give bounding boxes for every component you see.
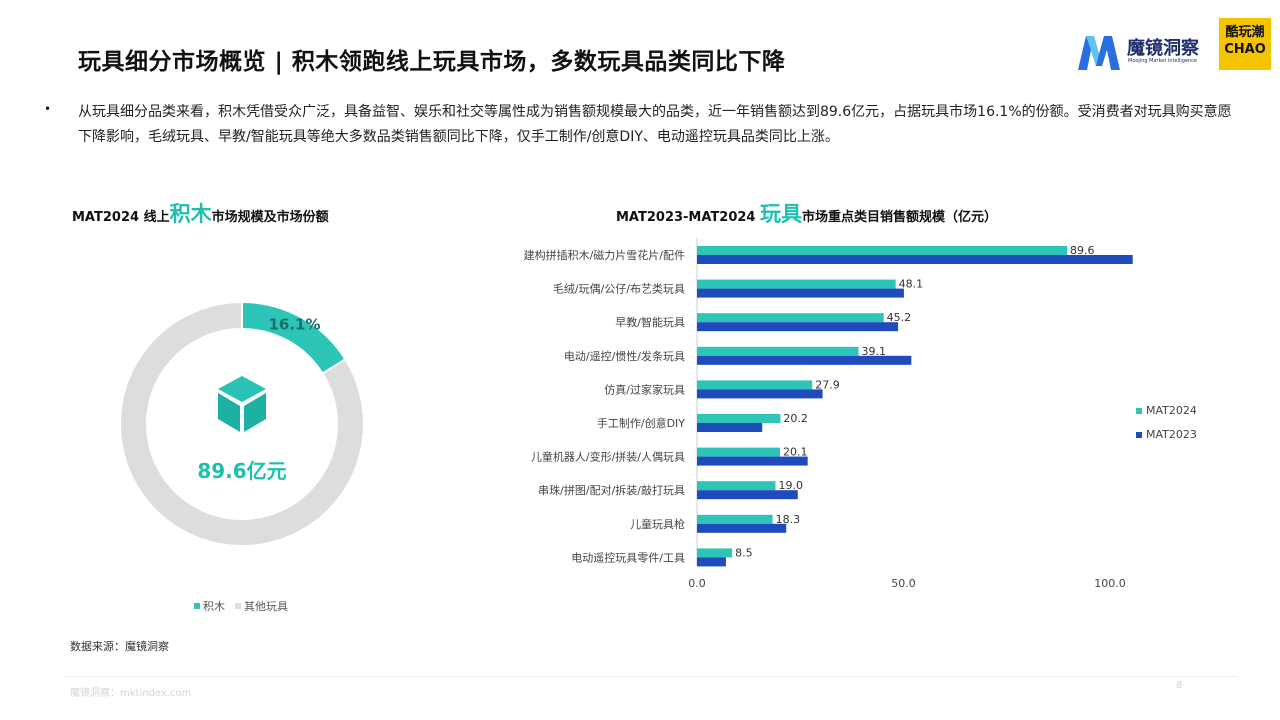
donut-legend-label: 积木 bbox=[203, 600, 225, 613]
footer-divider bbox=[64, 676, 1238, 677]
data-source-note: 数据来源：魔镜洞察 bbox=[70, 640, 169, 653]
donut-title-highlight: 积木 bbox=[169, 202, 212, 226]
bar-mat2023 bbox=[697, 355, 912, 365]
bar-mat2023 bbox=[697, 557, 726, 567]
footer-site: 魔镜洞察：mktindex.com bbox=[70, 688, 192, 699]
bar-mat2024 bbox=[697, 447, 781, 457]
bar-mat2023 bbox=[697, 490, 798, 500]
bar-data-label: 39.1 bbox=[861, 345, 886, 358]
partner-logo-bottom: CHAO bbox=[1224, 42, 1266, 57]
bar-data-label: 20.1 bbox=[783, 446, 808, 459]
bar-category-label: 电动/遥控/惯性/发条玩具 bbox=[564, 349, 685, 363]
partner-logo-top: 酷玩潮 bbox=[1225, 25, 1265, 40]
bar-mat2024 bbox=[697, 548, 733, 558]
bar-mat2024 bbox=[697, 514, 773, 524]
donut-title-suffix: 市场规模及市场份额 bbox=[211, 210, 329, 225]
bar-mat2023 bbox=[697, 255, 1133, 264]
brand-subtitle: Moojing Market Intelligence bbox=[1128, 58, 1198, 64]
bar-title-suffix: 市场重点类目销售额规模（亿元） bbox=[802, 210, 998, 225]
donut-slice-other-toys bbox=[119, 300, 365, 547]
bar-chart-title: MAT2023-MAT2024 玩具市场重点类目销售额规模（亿元） bbox=[616, 198, 997, 228]
bar-mat2024 bbox=[697, 313, 884, 323]
x-tick-label: 100.0 bbox=[1094, 577, 1126, 590]
x-tick-label: 0.0 bbox=[688, 577, 706, 590]
bar-mat2023 bbox=[697, 523, 787, 533]
bar-mat2024 bbox=[697, 481, 776, 491]
donut-center-value: 89.6亿元 bbox=[197, 459, 286, 483]
x-tick-label: 50.0 bbox=[891, 577, 916, 590]
cube-right-face bbox=[244, 393, 266, 432]
bar-data-label: 8.5 bbox=[735, 546, 753, 559]
donut-legend-swatch bbox=[235, 603, 241, 609]
bar-data-label: 19.0 bbox=[778, 479, 803, 492]
bar-category-label: 手工制作/创意DIY bbox=[597, 416, 685, 430]
brand-name: 魔镜洞察 bbox=[1127, 38, 1199, 59]
bar-mat2024 bbox=[697, 279, 896, 289]
bar-mat2023 bbox=[697, 423, 763, 432]
donut-legend-label: 其他玩具 bbox=[244, 600, 288, 613]
bar-category-label: 儿童玩具枪 bbox=[630, 517, 685, 531]
bullet-marker: • bbox=[44, 102, 52, 116]
donut-legend-swatch bbox=[194, 603, 200, 609]
page-number: 8 bbox=[1176, 680, 1183, 691]
bar-data-label: 45.2 bbox=[887, 311, 912, 324]
bar-data-label: 48.1 bbox=[899, 278, 924, 291]
bar-data-label: 27.9 bbox=[815, 378, 840, 391]
page-title: 玩具细分市场概览 | 积木领跑线上玩具市场，多数玩具品类同比下降 bbox=[78, 49, 786, 75]
bar-mat2024 bbox=[697, 414, 781, 423]
bar-legend-swatch bbox=[1136, 432, 1142, 438]
cube-icon bbox=[218, 376, 266, 432]
bar-mat2024 bbox=[697, 246, 1068, 255]
summary-paragraph: 从玩具细分品类来看，积木凭借受众广泛，具备益智、娱乐和社交等属性成为销售额规模最… bbox=[78, 104, 1232, 145]
partner-logo: 酷玩潮 CHAO bbox=[1219, 18, 1271, 70]
bar-mat2024 bbox=[697, 380, 813, 390]
bar-legend-swatch bbox=[1136, 408, 1142, 414]
bar-title-prefix: MAT2023-MAT2024 bbox=[616, 210, 760, 225]
bar-category-label: 儿童机器人/变形/拼装/人偶玩具 bbox=[531, 450, 685, 464]
bar-data-label: 89.6 bbox=[1070, 244, 1095, 257]
bar-category-label: 电动遥控玩具零件/工具 bbox=[571, 550, 685, 564]
cube-left-face bbox=[218, 393, 240, 432]
bar-category-label: 建构拼插积木/磁力片雪花片/配件 bbox=[524, 248, 685, 262]
bar-legend-label: MAT2023 bbox=[1146, 428, 1197, 441]
bar-mat2023 bbox=[697, 288, 904, 298]
donut-slice-label: 16.1% bbox=[268, 316, 320, 334]
bar-mat2024 bbox=[697, 346, 859, 356]
bar-mat2023 bbox=[697, 456, 808, 466]
bar-mat2023 bbox=[697, 389, 823, 399]
cube-top-face bbox=[218, 376, 266, 402]
donut-title-prefix: MAT2024 线上 bbox=[72, 210, 170, 225]
bar-mat2023 bbox=[697, 322, 899, 332]
bar-category-label: 毛绒/玩偶/公仔/布艺类玩具 bbox=[553, 282, 685, 296]
bar-legend-label: MAT2024 bbox=[1146, 404, 1197, 417]
bar-category-label: 早教/智能玩具 bbox=[615, 315, 685, 329]
bar-category-label: 仿真/过家家玩具 bbox=[604, 382, 685, 396]
bar-title-highlight: 玩具 bbox=[760, 202, 802, 226]
bar-data-label: 18.3 bbox=[776, 513, 801, 526]
moojing-m-logo bbox=[1078, 36, 1120, 70]
donut-chart-title: MAT2024 线上积木市场规模及市场份额 bbox=[72, 198, 329, 228]
bar-category-label: 串珠/拼图/配对/拆装/敲打玩具 bbox=[538, 483, 685, 497]
bar-data-label: 20.2 bbox=[783, 412, 808, 425]
